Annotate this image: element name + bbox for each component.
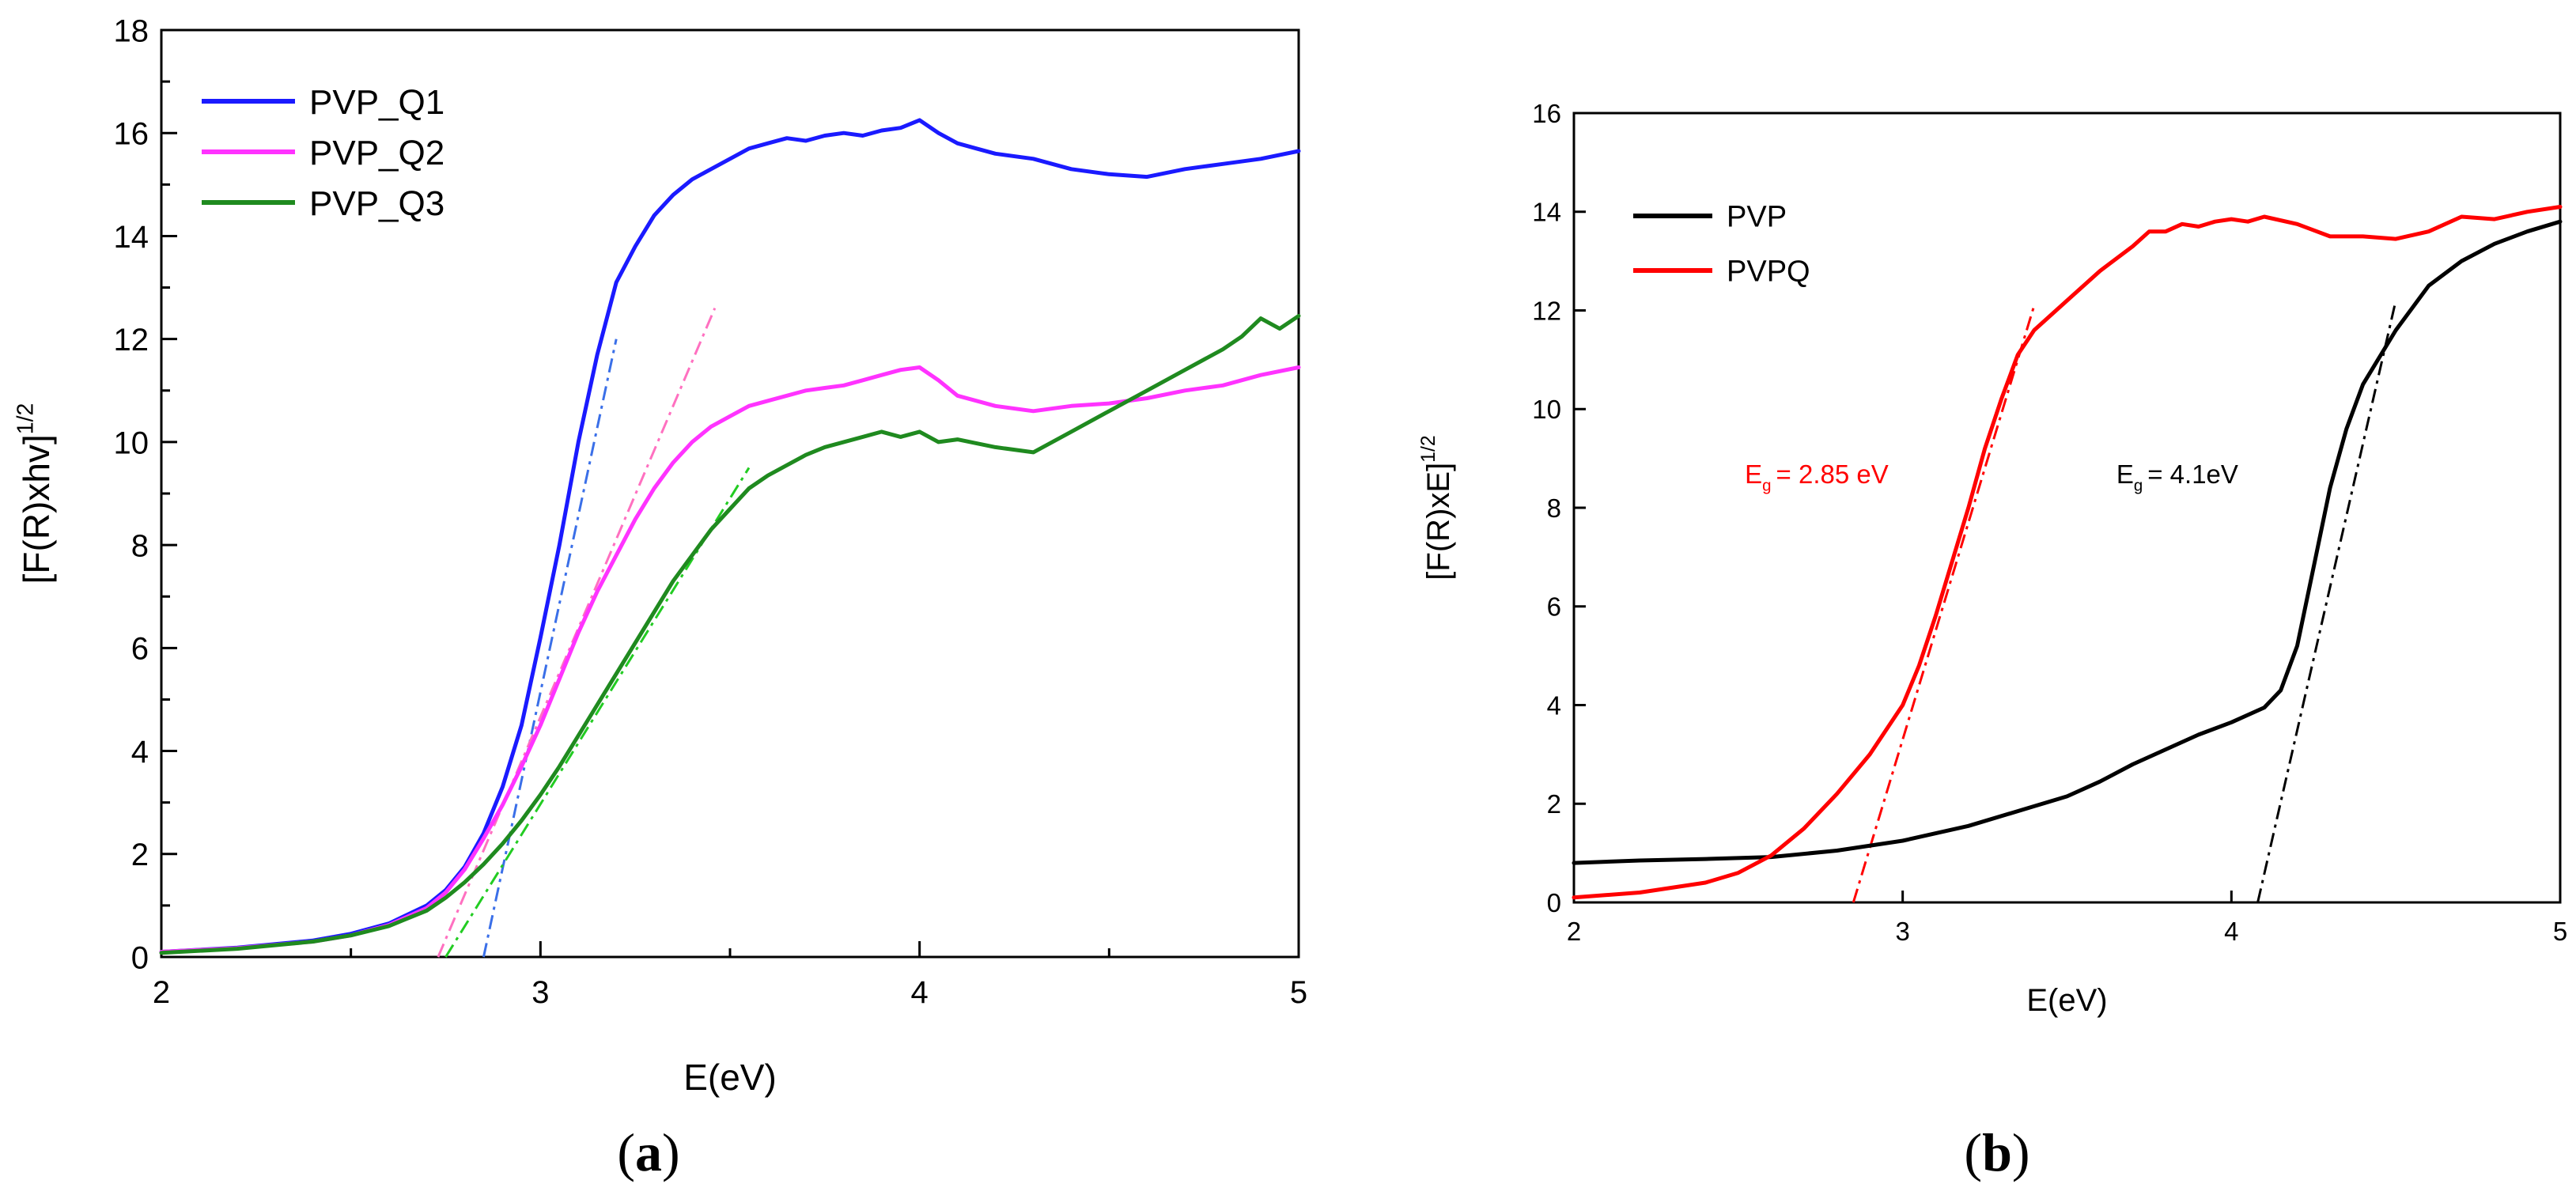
panel-a-legend-label: PVP_Q2 (309, 134, 444, 172)
panel-a-x-axis-label: E(eV) (683, 1057, 777, 1098)
panel-a-tangent-pvp-q3 (444, 467, 751, 958)
panel-b-y-tick-label: 6 (1547, 592, 1561, 622)
panel-a-y-axis-label-main: [F(R)xhv] (16, 434, 57, 584)
panel-b-series-pvp (1572, 219, 2563, 865)
panel-a-y-tick-label: 8 (131, 529, 149, 564)
panel-b-legend-label: PVP (1727, 201, 1787, 234)
panel-b-tangent-pvpq (1852, 304, 2036, 903)
panel-b-caption: (b) (1964, 1122, 2029, 1182)
panel-a-x-tick-label: 5 (1290, 975, 1307, 1010)
panel-a-chart: 2 3 4 5024681012141618E(eV)[F(R)xhv]1/2PVP_… (13, 13, 1307, 1098)
panel-a-tangent-pvp-q1 (482, 339, 618, 958)
panel-b-series-pvpq (1572, 205, 2563, 900)
panel-a-y-tick-label: 10 (114, 426, 149, 460)
panel-b-y-tick-label: 14 (1532, 198, 1561, 227)
panel-a-y-tick-label: 14 (114, 220, 149, 255)
panel-b-legend-label: PVPQ (1727, 255, 1810, 289)
panel-a-y-tick-label: 16 (114, 117, 149, 152)
panel-a-series-pvp-q2 (159, 365, 1301, 954)
panel-b-caption-letter: b (1982, 1122, 2012, 1182)
panel-b-x-tick-label: 3 (1895, 917, 1909, 946)
panel-b-y-tick-label: 12 (1532, 296, 1561, 325)
panel-a-series-pvp-q3 (159, 313, 1301, 955)
annotation-symbol: E (1745, 460, 1762, 489)
panel-b-y-tick-label: 4 (1547, 690, 1561, 720)
annotation-symbol: E (2116, 460, 2134, 489)
panel-a-y-tick-label: 12 (114, 323, 149, 357)
panel-a-y-axis-label: [F(R)xhv]1/2 (13, 403, 57, 584)
panel-b-y-tick-label: 10 (1532, 395, 1561, 424)
annotation-subscript: g (2134, 477, 2143, 495)
panel-b-annotation-eg_pvp: Eg = 4.1eV (2116, 460, 2238, 495)
panel-a-y-tick-label: 18 (114, 13, 149, 48)
panel-a-y-tick-label: 4 (131, 735, 149, 770)
panel-b-tangent-pvp (2256, 300, 2397, 903)
panel-a-legend-label: PVP_Q3 (309, 184, 444, 223)
panel-a-x-tick-label: 4 (911, 975, 929, 1010)
panel-b-y-tick-label: 16 (1532, 99, 1561, 128)
panel-b-chart: 2 3 4 50246810121416E(eV)[F(R)xE]1/2PVPPVPQ… (1418, 99, 2567, 1018)
panel-a-y-axis-label-sup: 1/2 (13, 403, 38, 435)
annotation-value: = 2.85 eV (1776, 460, 1889, 489)
panel-a-caption: (a) (617, 1122, 679, 1182)
panel-a-y-tick-label: 2 (131, 838, 149, 872)
panel-b-x-axis-label: E(eV) (2026, 983, 2107, 1018)
panel-b-y-tick-label: 0 (1547, 888, 1561, 917)
annotation-subscript: g (1762, 477, 1771, 495)
panel-b-y-axis-label-main: [F(R)xE] (1421, 463, 1456, 581)
panel-b-y-axis-label-sup: 1/2 (1418, 435, 1439, 462)
annotation-value: = 4.1eV (2147, 460, 2238, 489)
panel-a-x-tick-label: 3 (531, 975, 549, 1010)
panel-a-x-tick-label: 2 (153, 975, 170, 1010)
panel-b-y-tick-label: 8 (1547, 494, 1561, 523)
panel-b-x-tick-label: 5 (2553, 917, 2567, 946)
panel-b-annotation-eg_pvpq: Eg = 2.85 eV (1745, 460, 1889, 495)
panel-a-y-tick-label: 0 (131, 940, 149, 975)
panel-a-caption-letter: a (635, 1122, 662, 1182)
panel-b-x-tick-label: 4 (2224, 917, 2238, 946)
panel-b-y-axis-label: [F(R)xE]1/2 (1418, 435, 1456, 580)
panel-a-legend-label: PVP_Q1 (309, 83, 444, 122)
panel-b-y-tick-label: 2 (1547, 789, 1561, 819)
panel-b-x-tick-label: 2 (1567, 917, 1581, 946)
panel-a-y-tick-label: 6 (131, 632, 149, 667)
